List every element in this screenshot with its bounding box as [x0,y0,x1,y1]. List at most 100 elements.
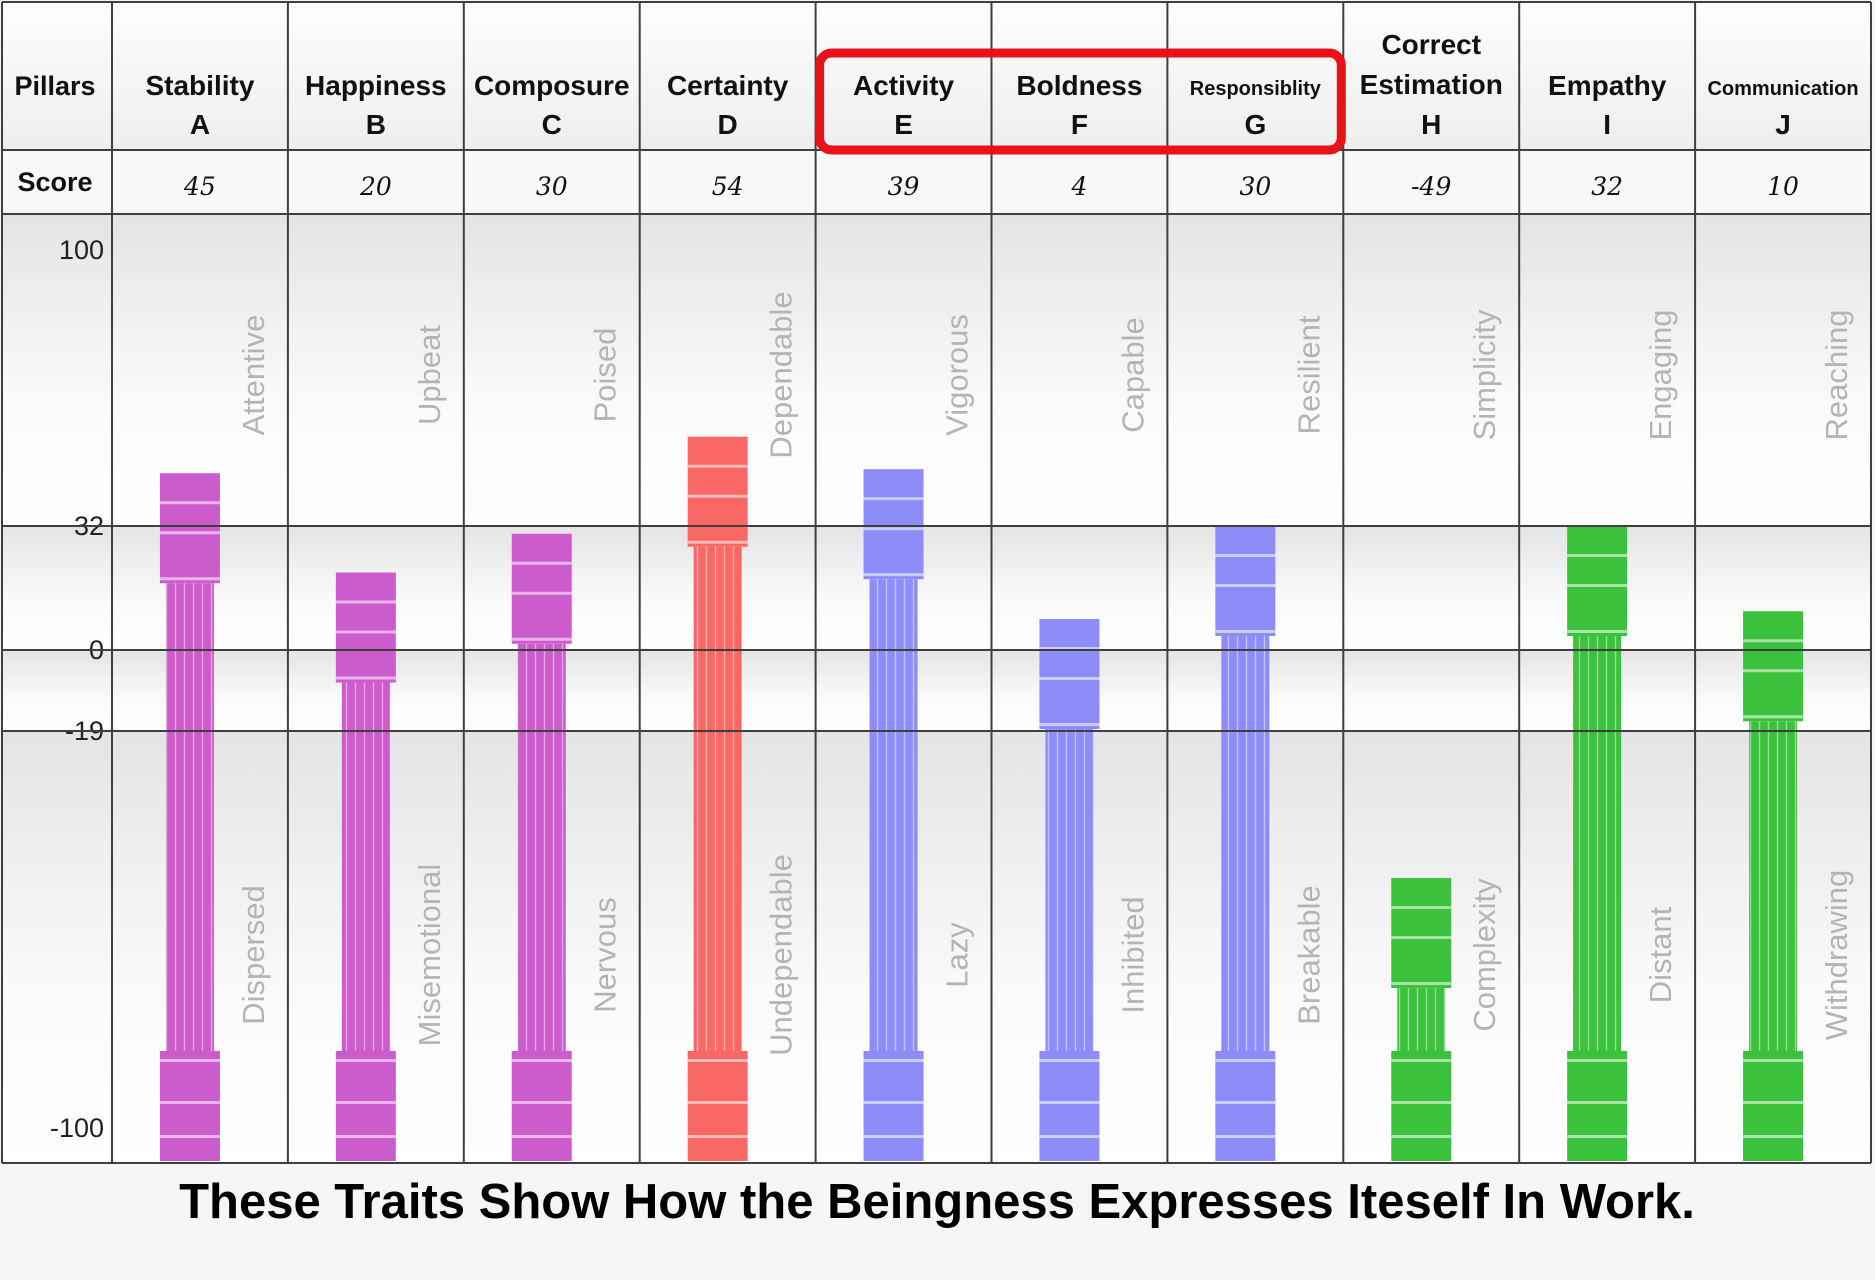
column-header-name: Estimation [1360,69,1503,100]
score-label: Score [17,167,92,197]
pillar-moulding [1391,1135,1452,1138]
pillar-moulding [159,1101,220,1104]
pillar-moulding [1743,639,1804,643]
score-value: 30 [1239,172,1271,201]
trait-label-top: Engaging [1643,309,1678,440]
pillar-moulding [1567,1059,1628,1062]
trait-label-bottom: Dispersed [236,885,271,1025]
y-tick-label: -100 [50,1113,104,1143]
column-header-letter: B [366,109,386,140]
pillar-moulding [687,1059,748,1062]
band [2,731,1871,1163]
column-header-name: Empathy [1548,70,1667,101]
pillar-moulding [511,1059,572,1062]
pillar-base [1215,1051,1276,1161]
pillar-moulding [1215,1135,1276,1138]
trait-label-bottom: Inhibited [1115,896,1150,1013]
pillar-moulding [1567,1135,1628,1138]
pillar-moulding [1215,584,1276,587]
pillar-moulding [335,1059,396,1062]
pillar-capital [159,473,220,584]
pillar-base [511,1051,572,1161]
score-value: 54 [712,172,744,201]
column-header-name: Stability [145,70,254,101]
pillar-moulding [1567,554,1628,557]
highlight-box [815,48,1346,155]
pillar-base [1743,1051,1804,1161]
pillar [1391,878,1452,1161]
pillar-moulding [863,497,924,501]
trait-label-top: Capable [1115,317,1150,432]
pillar-moulding [1743,669,1804,673]
score-value: 39 [888,172,920,201]
score-value: 32 [1591,172,1623,201]
pillar-moulding [1743,1135,1804,1138]
pillar-capital [335,572,396,683]
pillar [159,473,220,1161]
pillar-moulding [159,1059,220,1062]
score-band [2,150,1871,214]
pillar-flutes [1045,729,1094,1051]
pillar-moulding [1215,1059,1276,1062]
pillar-base [1567,1051,1628,1161]
pillar-moulding [511,1101,572,1104]
pillar-capital [1215,526,1276,636]
pillar-base [159,1051,220,1161]
pillar-flutes [1397,988,1446,1051]
trait-label-bottom: Lazy [940,922,975,988]
trait-label-top: Attentive [236,315,271,436]
pillar-capital [511,533,572,644]
column-header-letter: D [718,109,738,140]
column-header-letter: J [1775,109,1791,140]
pillar [1039,619,1100,1161]
pillar-moulding [159,501,220,505]
column-header-name: Responsiblity [1190,78,1322,100]
pillar-base [335,1051,396,1161]
pillar-moulding [1391,1101,1452,1104]
trait-label-top: Reaching [1819,310,1854,441]
pillar-base [863,1051,924,1161]
column-header-name: Communication [1707,78,1858,100]
pillar-moulding [335,600,396,604]
pillar-capital [1743,611,1804,722]
trait-label-top: Resilient [1291,315,1326,434]
band [2,526,1871,650]
pillar-capital [1391,878,1452,989]
trait-label-bottom: Breakable [1291,885,1326,1025]
pillar-moulding [1743,715,1804,719]
pillar-flutes [693,546,742,1051]
pillar-moulding [863,527,924,531]
trait-label-bottom: Withdrawing [1819,870,1854,1041]
header-label: Pillars [14,71,95,101]
pillar [1215,526,1276,1161]
pillar-moulding [335,1101,396,1104]
trait-label-top: Dependable [764,291,799,458]
header-row: Pillars Stability A Happiness B Composure C Ce… [14,29,1858,140]
pillar-moulding [335,630,396,634]
pillar-moulding [1215,554,1276,557]
trait-label-top: Upbeat [412,325,447,425]
trait-label-bottom: Undependable [764,854,799,1056]
pillars [159,436,1804,1161]
score-value: -49 [1411,172,1451,201]
pillar-moulding [335,676,396,680]
trait-label-bottom: Distant [1643,906,1678,1003]
pillar-moulding [1567,1101,1628,1104]
trait-label-bottom: Nervous [588,897,623,1012]
pillar-moulding [335,1135,396,1138]
column-header-letter: C [542,109,562,140]
pillar-moulding [687,540,748,544]
pillar-moulding [1039,677,1100,680]
trait-label-bottom: Misemotional [412,864,447,1047]
pillar-moulding [159,531,220,535]
score-row: Score 45 20 30 54 39 4 30 -49 32 10 [17,167,1799,201]
caption: These Traits Show How the Beingness Expr… [179,1175,1695,1229]
pillar-moulding [1567,630,1628,633]
pillar-moulding [1391,906,1452,910]
pillar-flutes [1221,636,1270,1051]
pillar-capital [687,436,748,547]
pillar [335,572,396,1161]
band [2,214,1871,526]
column-header-letter: I [1603,109,1611,140]
